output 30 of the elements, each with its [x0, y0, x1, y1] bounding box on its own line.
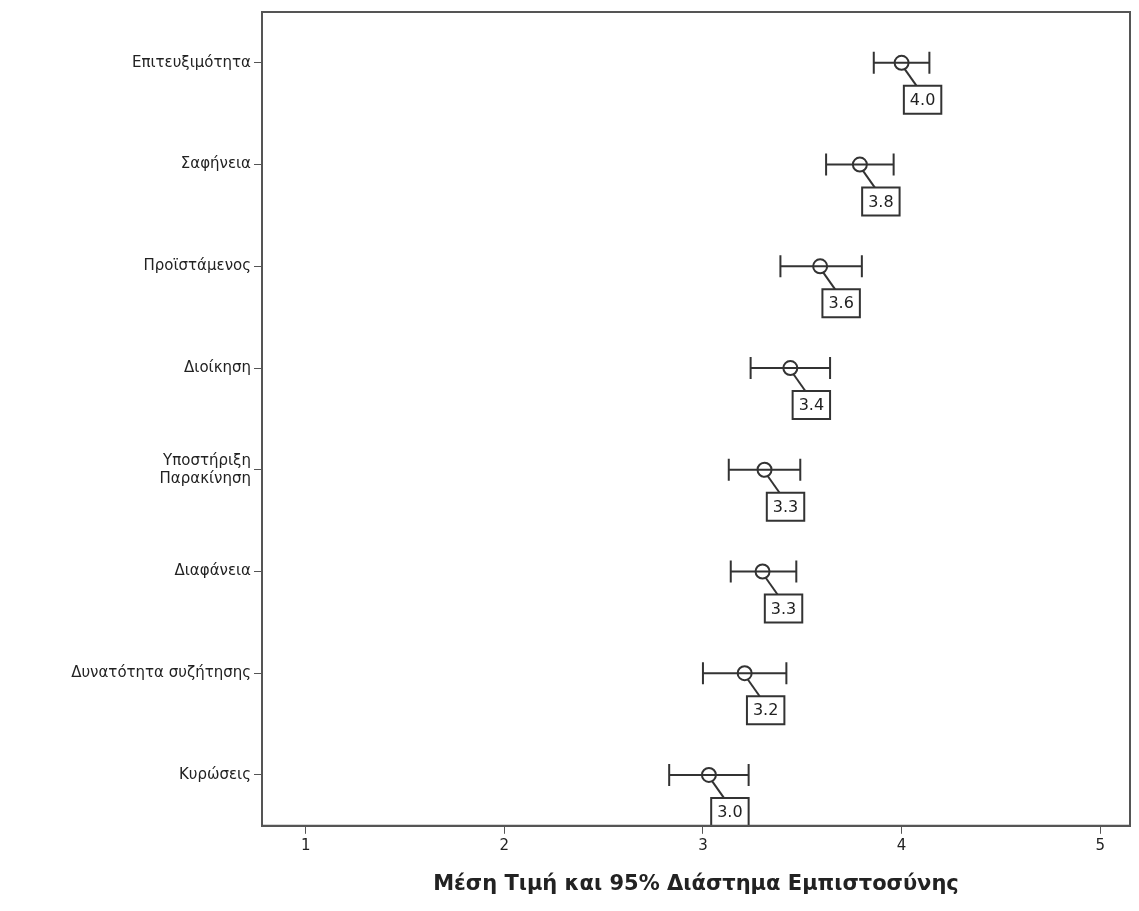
- point: [700, 766, 717, 783]
- data-label: 3.2: [752, 700, 779, 720]
- x-tick-label: 1: [300, 835, 311, 854]
- data-label: 4.0: [909, 90, 936, 110]
- point: [756, 461, 773, 478]
- y-tick-label: Διαφάνεια: [174, 561, 252, 580]
- point: [782, 360, 799, 377]
- point: [736, 665, 753, 682]
- y-tick-label: Προϊστάμενος: [143, 256, 251, 275]
- x-tick-label: 3: [698, 835, 708, 854]
- y-tick-label: Υποστήριξη Παρακίνηση: [159, 450, 251, 487]
- point: [754, 563, 771, 580]
- y-tick-label: Επιτευξιμότητα: [131, 52, 252, 71]
- point: [812, 258, 829, 275]
- point: [893, 54, 910, 71]
- point: [851, 156, 868, 173]
- x-tick-label: 5: [1095, 835, 1105, 854]
- y-tick-label: Κυρώσεις: [178, 764, 251, 783]
- x-tick-label: 4: [896, 835, 907, 854]
- data-label: 3.3: [772, 496, 799, 516]
- y-tick-label: Διοίκηση: [184, 357, 251, 376]
- y-tick-label: Δυνατότητα συζήτησης: [71, 663, 251, 682]
- data-label: 3.0: [717, 802, 743, 822]
- y-tick-label: Σαφήνεια: [180, 154, 252, 173]
- x-tick-label: 2: [499, 835, 510, 854]
- data-label: 3.3: [770, 598, 797, 618]
- x-axis-title: Μέση Τιμή και 95% Διάστημα Εμπιστοσύνης: [433, 870, 959, 895]
- data-label: 3.6: [828, 293, 854, 313]
- data-label: 3.4: [798, 395, 825, 415]
- data-label: 3.8: [868, 191, 894, 211]
